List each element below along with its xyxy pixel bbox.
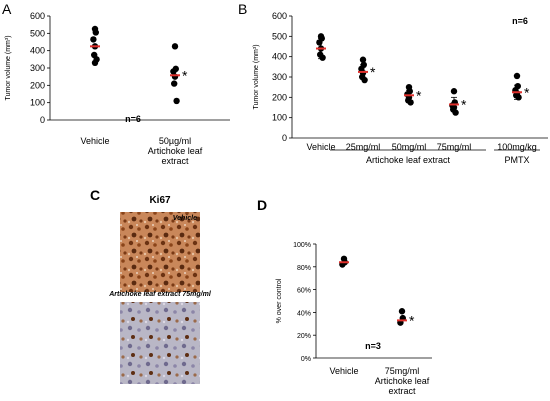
- category-label: 50µg/ml: [159, 136, 191, 146]
- panel-label-b: B: [238, 1, 247, 17]
- data-point: [171, 80, 178, 87]
- y-axis-title: Tumor volume (mm³): [253, 44, 260, 109]
- y-axis-title: % over control: [276, 278, 283, 323]
- y-tick-label: 600: [272, 11, 287, 21]
- data-point: [173, 97, 180, 105]
- y-tick-label: 300: [30, 63, 45, 73]
- y-tick-label: 0: [40, 115, 45, 125]
- y-tick-label: 500: [30, 28, 45, 38]
- significance-star: *: [416, 87, 422, 103]
- y-tick-label: 100: [272, 113, 287, 123]
- micrograph-treated-caption: Artichoke leaf extract 75mg/ml: [108, 291, 212, 298]
- data-point: [359, 56, 367, 63]
- y-tick-label: 400: [30, 46, 45, 56]
- y-tick-label: 40%: [297, 310, 311, 317]
- y-tick-label: 600: [30, 11, 45, 21]
- chart-panel-a: 0 100 200 300 400 500 600 Tumor volume (mm³) Veh…: [5, 11, 230, 166]
- category-label: Vehicle: [80, 136, 109, 146]
- category-label: 75mg/ml: [385, 366, 420, 376]
- category-label: Vehicle: [329, 366, 358, 376]
- category-label: 100mg/kg: [497, 142, 537, 152]
- category-label: Artichoke leaf: [375, 376, 430, 386]
- category-label: Artichoke leaf: [148, 146, 203, 156]
- data-point: [515, 94, 522, 101]
- significance-star: *: [409, 312, 415, 328]
- category-label: extract: [388, 386, 416, 396]
- y-tick-label: 0%: [301, 356, 311, 363]
- data-point: [513, 72, 521, 80]
- y-tick-label: 60%: [297, 288, 311, 295]
- micrograph-vehicle-caption: Vehicle: [173, 215, 197, 222]
- significance-star: *: [524, 84, 530, 100]
- category-label: extract: [161, 156, 189, 166]
- category-label: 25mg/ml: [346, 142, 381, 152]
- sample-size-note: n=6: [512, 16, 528, 26]
- data-point: [91, 59, 99, 66]
- y-tick-label: 400: [272, 52, 287, 62]
- pmtx-group-label: PMTX: [504, 155, 529, 165]
- category-label: 50mg/ml: [392, 142, 427, 152]
- data-point: [398, 308, 406, 315]
- y-tick-label: 20%: [297, 333, 311, 340]
- y-tick-label: 300: [272, 72, 287, 82]
- data-point: [171, 43, 179, 50]
- y-tick-label: 200: [30, 80, 45, 90]
- sample-size-note: n=6: [125, 114, 141, 124]
- panel-label-a: A: [2, 1, 12, 17]
- ki67-title: Ki67: [149, 195, 171, 206]
- category-label: 75mg/ml: [437, 142, 472, 152]
- chart-panel-d: 0% 20% 40% 60% 80% 100% % over control Vehicle *…: [276, 242, 432, 396]
- significance-star: *: [182, 67, 188, 83]
- data-point: [170, 68, 177, 75]
- extract-group-label: Artichoke leaf extract: [366, 155, 451, 165]
- significance-star: *: [370, 64, 376, 80]
- category-label: Vehicle: [306, 142, 335, 152]
- significance-star: *: [461, 96, 467, 112]
- y-tick-label: 80%: [297, 265, 311, 272]
- y-tick-label: 100%: [293, 242, 311, 249]
- panel-label-c: C: [90, 187, 100, 203]
- y-tick-label: 200: [272, 92, 287, 102]
- data-point: [316, 39, 323, 46]
- y-tick-label: 0: [282, 133, 287, 143]
- sample-size-note: n=3: [365, 341, 381, 351]
- data-point: [452, 109, 459, 116]
- data-point: [361, 76, 368, 84]
- data-point: [92, 29, 100, 36]
- micrograph-vehicle: [120, 212, 200, 292]
- data-point: [407, 99, 414, 106]
- panel-label-d: D: [257, 197, 267, 213]
- data-point: [319, 54, 326, 61]
- y-tick-label: 100: [30, 98, 45, 108]
- chart-panel-b: 0 100 200 300 400 500 600 Tumor volume (mm³) Veh…: [253, 11, 548, 152]
- y-tick-label: 500: [272, 31, 287, 41]
- data-point: [450, 88, 458, 95]
- y-axis-title: Tumor volume (mm³): [5, 35, 12, 100]
- data-point: [90, 36, 97, 43]
- micrograph-treated: [120, 302, 200, 384]
